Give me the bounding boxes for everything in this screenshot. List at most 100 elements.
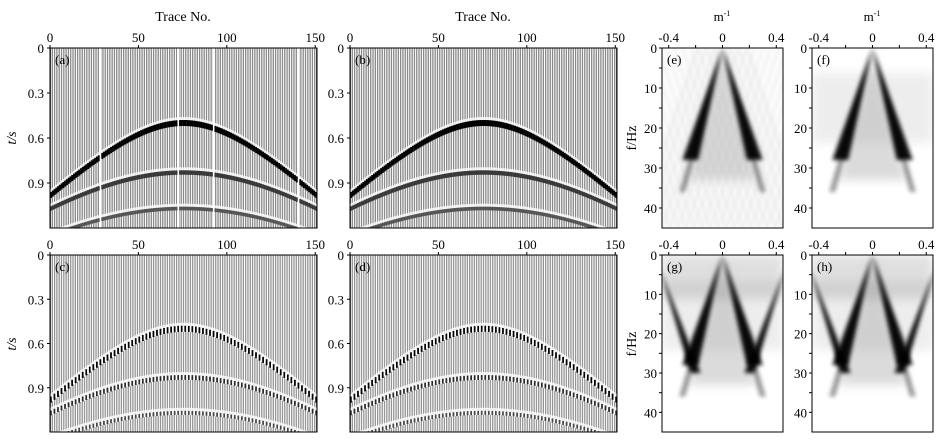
event-3-sample	[548, 417, 551, 422]
event-halo	[578, 218, 580, 222]
event-3-sample	[615, 437, 617, 441]
event-halo	[565, 387, 568, 391]
event-gap	[143, 334, 146, 341]
event-1-sample	[262, 151, 265, 158]
event-2-sample	[309, 203, 312, 209]
event-halo	[479, 372, 481, 376]
event-halo	[350, 231, 352, 234]
event-2-sample	[255, 386, 258, 392]
event-gap	[101, 421, 104, 426]
event-halo	[482, 322, 485, 326]
event-gap	[58, 389, 61, 396]
event-2-sample	[371, 196, 374, 201]
event-3-sample	[117, 417, 120, 422]
event-halo	[544, 175, 547, 179]
event-halo	[301, 196, 303, 200]
event-1-sample	[258, 149, 261, 156]
event-halo	[237, 412, 240, 416]
event-halo	[76, 221, 79, 225]
event-2-sample	[269, 186, 272, 192]
event-halo	[166, 372, 169, 376]
panel-label: (d)	[355, 259, 370, 274]
event-1-sample	[170, 120, 173, 127]
y-tick-label: 0.9	[328, 176, 344, 191]
x-tick-label: 150	[605, 30, 625, 45]
event-2-sample	[484, 375, 487, 380]
event-2-sample	[235, 176, 238, 182]
event-halo	[117, 139, 119, 143]
event-2-sample	[110, 386, 113, 392]
event-1-sample	[161, 122, 164, 129]
event-gap	[546, 417, 549, 422]
event-halo	[115, 211, 118, 215]
event-3-sample	[354, 232, 356, 236]
event-halo	[145, 410, 148, 414]
event-halo	[253, 178, 256, 182]
event-halo	[260, 385, 263, 389]
event-3-sample	[122, 212, 125, 217]
event-2-sample	[67, 198, 70, 203]
event-halo	[388, 186, 391, 190]
event-3-sample	[103, 216, 106, 221]
event-halo	[457, 120, 460, 124]
event-halo	[576, 158, 579, 162]
event-3-sample	[535, 211, 538, 215]
event-3-sample	[290, 428, 293, 432]
event-2-sample	[202, 171, 205, 176]
event-halo	[196, 204, 199, 208]
event-3-sample	[507, 207, 510, 212]
event-gap	[182, 325, 185, 332]
event-halo	[232, 377, 234, 381]
event-halo	[553, 178, 556, 182]
event-halo	[103, 181, 105, 185]
event-halo	[576, 217, 579, 221]
event-halo	[81, 219, 84, 223]
event-gap	[475, 410, 478, 415]
event-halo	[230, 207, 233, 211]
event-2-sample	[450, 172, 453, 178]
event-halo	[312, 433, 314, 436]
event-halo	[565, 418, 568, 422]
event-2-sample	[424, 382, 427, 388]
event-1-sample	[124, 138, 127, 145]
event-halo	[528, 376, 531, 380]
event-halo	[57, 404, 59, 408]
event-halo	[498, 118, 501, 122]
event-2-sample	[285, 192, 288, 198]
event-halo	[164, 372, 167, 376]
event-gap	[560, 420, 563, 425]
event-2-sample	[286, 397, 289, 403]
event-halo	[53, 201, 56, 205]
event-halo	[544, 342, 547, 346]
event-halo	[311, 186, 314, 190]
event-halo	[242, 380, 245, 384]
event-halo	[494, 117, 497, 121]
event-halo	[134, 411, 137, 415]
event-halo	[278, 391, 280, 395]
y-tick-label: 0	[338, 41, 345, 56]
event-halo	[367, 428, 370, 432]
energy-tail-left	[679, 48, 723, 192]
event-2-sample	[519, 173, 522, 178]
event-halo	[200, 324, 203, 328]
event-halo	[604, 430, 607, 432]
event-halo	[502, 372, 504, 376]
event-1-sample	[90, 160, 93, 167]
event-halo	[50, 434, 52, 437]
event-gap	[129, 381, 132, 387]
event-halo	[95, 215, 98, 219]
event-1-sample	[530, 132, 533, 139]
event-halo	[88, 363, 91, 367]
event-halo	[133, 172, 135, 176]
panel-label: (e)	[667, 52, 681, 67]
event-gap	[242, 383, 245, 388]
event-gap	[549, 348, 552, 355]
event-1-sample	[463, 327, 466, 334]
event-3-sample	[494, 206, 497, 211]
event-2-sample	[597, 198, 600, 203]
event-halo	[615, 203, 617, 207]
event-halo	[565, 151, 568, 155]
event-gap	[486, 375, 488, 380]
event-halo	[179, 167, 181, 171]
event-3-sample	[124, 416, 127, 421]
